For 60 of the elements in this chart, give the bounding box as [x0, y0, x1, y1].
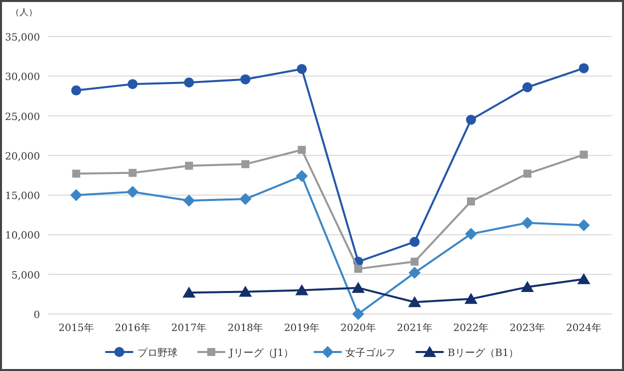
point	[72, 170, 80, 178]
point	[408, 296, 422, 308]
point	[352, 282, 365, 293]
point	[467, 197, 475, 206]
x-tick-label: 2016年	[114, 322, 150, 334]
y-tick-label: 25,000	[5, 112, 40, 123]
point	[410, 258, 419, 266]
point	[298, 146, 306, 154]
point	[577, 273, 590, 284]
point	[296, 64, 307, 74]
point	[465, 228, 477, 240]
point	[70, 189, 82, 202]
y-tick-label: 10,000	[5, 230, 40, 242]
y-tick-label: 30,000	[5, 72, 40, 84]
point	[239, 193, 252, 206]
x-tick-label: 2021年	[396, 322, 432, 334]
x-tick-label: 2018年	[228, 322, 264, 334]
point	[126, 186, 139, 198]
point	[578, 63, 589, 74]
point	[578, 219, 590, 232]
point	[295, 284, 308, 296]
point	[128, 79, 138, 90]
point	[71, 85, 82, 96]
legend-label: Bリーグ（B1）	[448, 348, 519, 359]
point	[238, 286, 252, 297]
x-tick-label: 2024年	[566, 322, 602, 334]
y-tick-label: 15,000	[5, 191, 40, 202]
point	[240, 74, 250, 84]
point	[185, 162, 193, 170]
point	[128, 168, 137, 177]
point	[184, 77, 194, 88]
point	[408, 266, 421, 279]
point	[410, 236, 420, 247]
y-tick-label: 5,000	[11, 270, 40, 282]
x-tick-label: 2015年	[58, 322, 94, 334]
x-tick-label: 2022年	[453, 322, 489, 334]
x-tick-label: 2017年	[171, 322, 207, 334]
point	[580, 150, 588, 159]
point	[241, 160, 250, 168]
point	[520, 281, 534, 292]
point	[182, 286, 196, 298]
legend-label: 女子ゴルフ	[346, 347, 396, 359]
y-tick-label: 35,000	[5, 32, 40, 44]
point	[522, 82, 532, 92]
point	[464, 292, 478, 304]
x-tick-label: 2023年	[510, 322, 546, 334]
x-tick-label: 2020年	[340, 322, 376, 334]
y-axis-title: （人）	[10, 7, 38, 18]
legend-label: プロ野球	[137, 347, 178, 359]
point	[296, 170, 308, 182]
point	[183, 194, 195, 207]
legend-label: Jリーグ（J1）	[228, 348, 294, 359]
x-tick-label: 2019年	[284, 322, 320, 334]
point	[466, 114, 476, 125]
point	[523, 170, 532, 178]
y-tick-label: 0	[34, 310, 40, 321]
point	[352, 308, 364, 320]
point	[354, 264, 362, 273]
y-tick-label: 20,000	[5, 151, 40, 162]
point	[521, 216, 534, 229]
